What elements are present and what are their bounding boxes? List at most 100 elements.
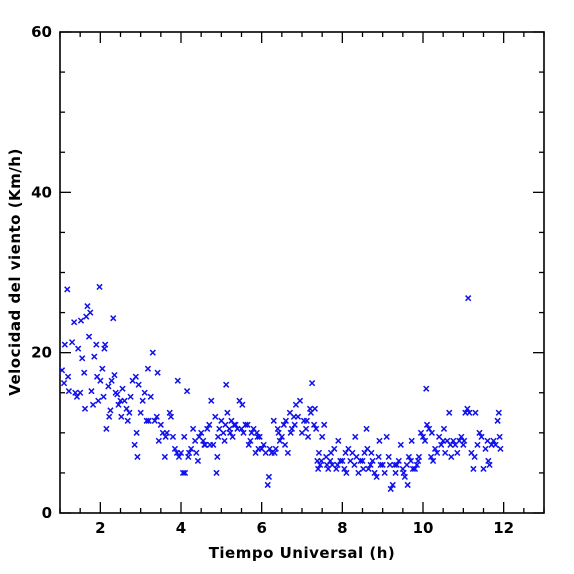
data-point bbox=[70, 319, 78, 326]
data-point bbox=[342, 449, 349, 457]
data-point bbox=[97, 377, 104, 384]
data-point bbox=[155, 437, 162, 444]
data-point bbox=[265, 473, 273, 481]
data-point bbox=[375, 453, 382, 461]
data-point bbox=[318, 457, 325, 465]
data-point bbox=[470, 465, 477, 473]
data-point bbox=[339, 457, 346, 465]
data-point bbox=[360, 465, 367, 473]
data-point bbox=[334, 461, 341, 469]
data-point bbox=[447, 441, 454, 448]
data-point bbox=[282, 417, 289, 424]
data-point bbox=[490, 437, 497, 444]
data-point bbox=[108, 377, 115, 384]
data-point bbox=[383, 433, 390, 440]
data-point bbox=[466, 409, 473, 416]
data-point bbox=[395, 457, 402, 465]
data-point bbox=[143, 417, 150, 424]
data-point bbox=[461, 437, 468, 444]
data-point bbox=[464, 405, 471, 412]
data-point bbox=[310, 421, 318, 428]
data-point bbox=[95, 397, 102, 404]
data-point bbox=[296, 397, 304, 404]
data-point bbox=[121, 397, 128, 404]
data-point bbox=[425, 425, 433, 432]
data-point bbox=[373, 473, 380, 481]
data-point bbox=[321, 421, 328, 428]
data-point bbox=[89, 401, 97, 408]
data-point bbox=[206, 421, 213, 428]
data-point bbox=[79, 355, 86, 362]
data-point bbox=[419, 433, 427, 440]
data-point bbox=[333, 465, 340, 473]
data-point bbox=[102, 341, 109, 348]
data-point bbox=[400, 469, 407, 477]
data-point bbox=[166, 409, 173, 416]
data-point bbox=[478, 433, 485, 440]
data-point bbox=[423, 421, 431, 428]
data-point bbox=[311, 405, 319, 412]
y-ticks bbox=[60, 31, 544, 514]
data-point bbox=[232, 421, 239, 428]
data-point bbox=[134, 453, 141, 461]
data-point bbox=[183, 388, 191, 395]
data-point bbox=[465, 295, 472, 302]
data-point bbox=[272, 445, 279, 452]
data-point bbox=[227, 429, 234, 436]
data-point bbox=[271, 449, 278, 457]
data-point bbox=[497, 445, 504, 452]
data-point bbox=[137, 409, 144, 416]
data-point bbox=[359, 457, 366, 465]
data-point bbox=[123, 405, 130, 412]
data-point bbox=[496, 433, 503, 440]
data-point bbox=[485, 457, 492, 465]
data-point bbox=[174, 377, 181, 384]
data-point bbox=[103, 425, 110, 432]
data-point bbox=[376, 437, 383, 444]
data-point bbox=[284, 449, 292, 457]
data-point bbox=[415, 453, 423, 461]
data-point bbox=[438, 441, 445, 448]
data-point bbox=[317, 461, 324, 469]
data-point bbox=[245, 441, 252, 448]
data-point bbox=[240, 429, 247, 436]
data-point bbox=[486, 461, 493, 469]
data-point bbox=[145, 417, 152, 424]
data-point bbox=[276, 437, 283, 444]
data-point bbox=[149, 349, 156, 356]
data-point bbox=[404, 481, 411, 489]
data-point bbox=[371, 469, 378, 477]
data-point bbox=[480, 465, 487, 473]
data-point bbox=[413, 461, 421, 469]
data-point bbox=[264, 481, 271, 489]
data-point bbox=[407, 457, 415, 465]
data-point bbox=[343, 469, 350, 477]
data-point bbox=[474, 441, 481, 448]
data-point bbox=[175, 453, 183, 461]
data-point bbox=[198, 429, 205, 436]
data-point bbox=[337, 457, 344, 465]
data-point bbox=[392, 469, 399, 477]
data-point bbox=[352, 433, 359, 440]
data-point bbox=[331, 445, 338, 452]
data-point bbox=[256, 433, 263, 440]
data-point bbox=[319, 433, 326, 440]
data-point bbox=[64, 286, 71, 293]
data-point bbox=[77, 389, 84, 396]
data-point bbox=[287, 429, 294, 436]
data-point bbox=[369, 457, 376, 465]
data-points bbox=[58, 283, 504, 493]
data-point bbox=[379, 461, 386, 469]
data-point bbox=[393, 461, 400, 469]
data-point bbox=[270, 417, 277, 424]
y-tick-label: 20 bbox=[31, 344, 52, 362]
data-point bbox=[81, 405, 89, 412]
data-point bbox=[291, 421, 298, 428]
data-point bbox=[411, 465, 419, 473]
data-point bbox=[427, 453, 435, 461]
data-point bbox=[476, 429, 483, 436]
data-point bbox=[224, 409, 231, 416]
data-point bbox=[151, 417, 158, 424]
x-tick-label: 8 bbox=[337, 519, 347, 537]
